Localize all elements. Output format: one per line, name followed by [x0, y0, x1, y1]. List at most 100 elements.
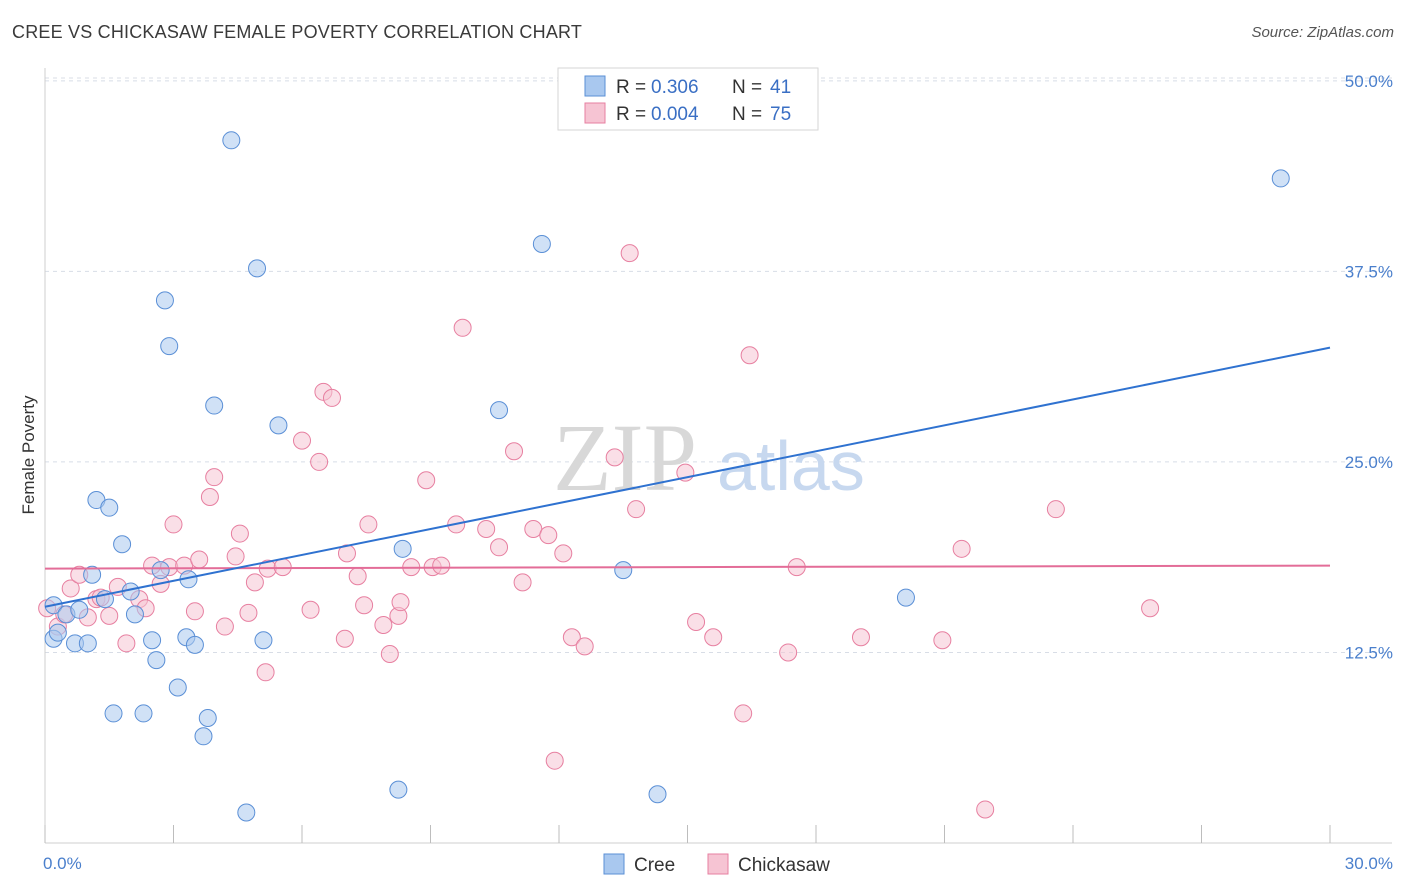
- y-tick-label-0: 12.5%: [1345, 643, 1393, 662]
- chickasaw-point-64: [687, 612, 706, 631]
- cree-point-40: [1271, 169, 1290, 188]
- legend-r-label-chickasaw: R =: [616, 104, 646, 125]
- cree-point-27: [205, 396, 224, 415]
- chickasaw-point-24: [230, 524, 249, 543]
- cree-point-31: [254, 631, 273, 650]
- legend-r-label-cree: R =: [616, 77, 646, 98]
- cree-point-25: [194, 727, 213, 746]
- bottom-legend-label-cree: Cree: [634, 855, 675, 876]
- cree-point-10: [100, 498, 119, 517]
- chickasaw-point-67: [740, 346, 759, 365]
- chickasaw-point-58: [562, 628, 581, 647]
- chickasaw-point-43: [391, 593, 410, 612]
- chickasaw-point-52: [505, 442, 524, 461]
- chickasaw-point-21: [205, 468, 224, 487]
- cree-point-28: [222, 131, 241, 150]
- chickasaw-point-32: [310, 452, 329, 471]
- chickasaw-point-22: [215, 617, 234, 636]
- chickasaw-point-30: [293, 431, 311, 450]
- cree-point-21: [168, 678, 187, 697]
- cree-point-17: [147, 651, 166, 670]
- chickasaw-point-41: [380, 644, 399, 663]
- series-cree: [44, 131, 1290, 822]
- chickasaw-point-50: [477, 520, 496, 538]
- cree-point-14: [125, 605, 144, 624]
- chickasaw-point-53: [513, 573, 532, 592]
- cree-point-32: [269, 416, 288, 435]
- cree-point-35: [490, 401, 509, 420]
- chickasaw-point-75: [1141, 599, 1160, 618]
- correlation-legend: R = 0.306 N = 41 R = 0.004 N = 75: [557, 67, 819, 131]
- cree-point-24: [185, 635, 204, 654]
- cree-point-5: [70, 600, 89, 619]
- legend-n-value-cree: 41: [770, 77, 791, 98]
- chickasaw-point-27: [256, 663, 275, 682]
- chickasaw-point-10: [117, 634, 136, 653]
- chickasaw-point-3: [61, 579, 80, 598]
- chickasaw-point-39: [359, 515, 378, 534]
- chickasaw-point-70: [851, 628, 870, 647]
- cree-point-38: [648, 785, 667, 804]
- cree-point-34: [393, 539, 412, 558]
- cree-point-37: [614, 561, 633, 580]
- chickasaw-point-68: [779, 643, 798, 662]
- chickasaw-point-19: [190, 550, 209, 569]
- chickasaw-point-51: [490, 538, 509, 557]
- cree-point-6: [78, 634, 97, 653]
- chickasaw-point-66: [734, 704, 753, 723]
- chickasaw-point-23: [226, 547, 245, 566]
- chickasaw-point-34: [322, 388, 341, 407]
- cree-point-20: [160, 337, 179, 356]
- legend-n-value-chickasaw: 75: [770, 104, 791, 125]
- y-axis-label: Female Poverty: [19, 395, 38, 515]
- chickasaw-point-61: [620, 244, 639, 263]
- cree-point-33: [389, 780, 408, 799]
- cree-point-16: [143, 631, 162, 650]
- chickasaw-point-18: [185, 602, 204, 621]
- chickasaw-point-62: [627, 500, 646, 519]
- chickasaw-point-20: [200, 487, 219, 506]
- cree-point-2: [48, 623, 67, 642]
- cree-trend-line: [44, 346, 1331, 608]
- legend-r-value-chickasaw: 0.004: [651, 104, 699, 125]
- chickasaw-point-65: [704, 628, 723, 647]
- chickasaw-point-26: [245, 573, 264, 592]
- x-tick-label-0: 0.0%: [43, 854, 82, 873]
- chickasaw-point-31: [301, 600, 320, 619]
- chickasaw-point-16: [164, 515, 183, 534]
- x-tick-label-1: 30.0%: [1345, 854, 1393, 873]
- cree-point-11: [104, 704, 123, 723]
- cree-point-12: [113, 535, 132, 554]
- chickasaw-point-35: [335, 629, 354, 648]
- cree-point-7: [83, 565, 102, 584]
- chickasaw-point-73: [976, 800, 995, 819]
- chickasaw-point-8: [100, 606, 119, 625]
- cree-point-39: [896, 588, 915, 607]
- chickasaw-point-40: [374, 616, 393, 635]
- chickasaw-trend-line: [44, 564, 1331, 570]
- chickasaw-point-37: [348, 567, 367, 586]
- chickasaw-point-72: [952, 539, 971, 558]
- chickasaw-point-59: [575, 637, 594, 656]
- cree-point-19: [155, 291, 174, 310]
- cree-point-26: [198, 709, 217, 728]
- cree-point-15: [134, 704, 153, 723]
- series-legend: Cree Chickasaw: [603, 853, 830, 876]
- chickasaw-point-55: [539, 526, 558, 545]
- chickasaw-point-25: [239, 603, 258, 622]
- cree-point-18: [151, 561, 170, 580]
- watermark-zip: ZIP: [553, 404, 697, 511]
- cree-point-36: [532, 234, 551, 253]
- chickasaw-point-54: [524, 520, 543, 538]
- axes: [44, 68, 1392, 844]
- legend-swatch-cree: [584, 75, 606, 97]
- x-tick-labels: 0.0% 30.0%: [43, 854, 1393, 873]
- chickasaw-point-60: [605, 448, 624, 467]
- bottom-legend-label-chickasaw: Chickasaw: [738, 855, 830, 876]
- source-label: Source: ZipAtlas.com: [1251, 24, 1394, 41]
- legend-swatch-chickasaw: [584, 102, 606, 124]
- chickasaw-point-71: [933, 631, 952, 650]
- chickasaw-point-45: [417, 471, 436, 490]
- chickasaw-point-56: [545, 751, 564, 770]
